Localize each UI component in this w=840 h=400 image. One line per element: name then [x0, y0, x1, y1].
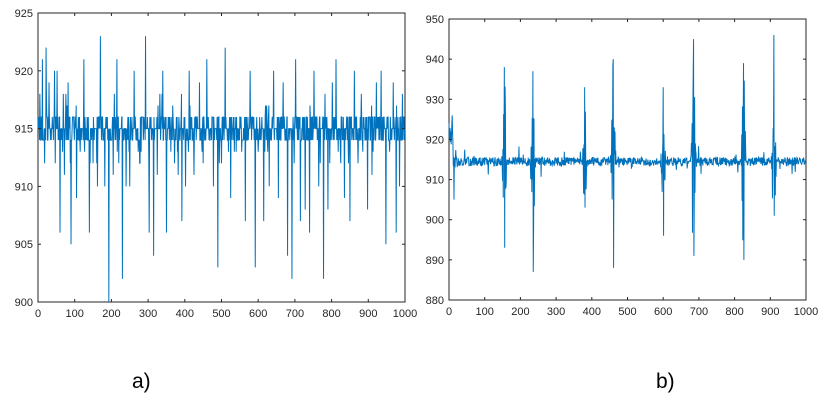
- y-tick-label: 910: [426, 175, 444, 187]
- series-line-b: [448, 35, 807, 272]
- panel-label-a: a): [132, 370, 151, 393]
- y-tick-label: 920: [15, 66, 33, 78]
- y-tick-label: 915: [15, 124, 33, 136]
- x-tick-label: 700: [690, 306, 708, 318]
- x-tick-label: 600: [249, 308, 267, 320]
- ticks-a: 0 100 200 300 400 500 600 700 800 900 1000 900 905 91…: [15, 8, 418, 320]
- y-tick-label: 900: [426, 215, 444, 227]
- x-tick-label: 800: [725, 306, 743, 318]
- series-line-a: [37, 36, 406, 303]
- x-tick-label: 200: [511, 306, 529, 318]
- ticks-b: 0 100 200 300 400 500 600 700 800 900 1000 880 890 90…: [426, 14, 819, 318]
- chart-panel-a: 0 100 200 300 400 500 600 700 800 900 1000 900 905 91…: [15, 8, 418, 393]
- x-tick-label: 0: [35, 308, 41, 320]
- x-tick-label: 1000: [393, 308, 417, 320]
- y-tick-label: 920: [426, 134, 444, 146]
- x-tick-label: 500: [618, 306, 636, 318]
- y-tick-label: 940: [426, 54, 444, 66]
- y-tick-label: 900: [15, 297, 33, 309]
- x-tick-label: 1000: [794, 306, 818, 318]
- x-tick-label: 900: [761, 306, 779, 318]
- y-tick-label: 880: [426, 295, 444, 307]
- x-tick-label: 200: [102, 308, 120, 320]
- x-tick-label: 400: [583, 306, 601, 318]
- x-tick-label: 700: [286, 308, 304, 320]
- x-tick-label: 500: [212, 308, 230, 320]
- y-tick-label: 950: [426, 14, 444, 26]
- x-tick-label: 0: [446, 306, 452, 318]
- x-tick-label: 900: [359, 308, 377, 320]
- y-tick-label: 925: [15, 8, 33, 20]
- y-tick-label: 890: [426, 255, 444, 267]
- x-tick-label: 300: [547, 306, 565, 318]
- y-tick-label: 930: [426, 94, 444, 106]
- x-tick-label: 800: [322, 308, 340, 320]
- y-tick-label: 910: [15, 181, 33, 193]
- x-tick-label: 100: [476, 306, 494, 318]
- panel-label-b: b): [656, 370, 675, 393]
- x-tick-label: 400: [176, 308, 194, 320]
- x-tick-label: 600: [654, 306, 672, 318]
- chart-panel-b: 0 100 200 300 400 500 600 700 800 900 1000 880 890 90…: [426, 14, 819, 393]
- y-tick-label: 905: [15, 239, 33, 251]
- x-tick-label: 300: [139, 308, 157, 320]
- x-tick-label: 100: [66, 308, 84, 320]
